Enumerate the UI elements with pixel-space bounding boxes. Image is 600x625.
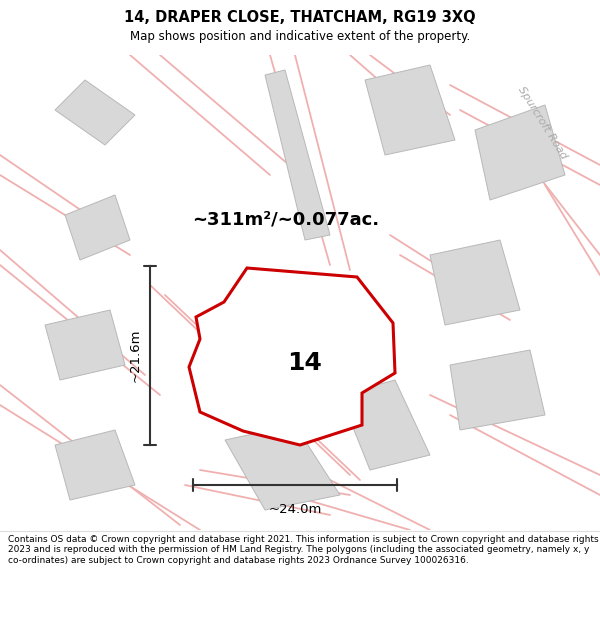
Text: Map shows position and indicative extent of the property.: Map shows position and indicative extent… [130, 30, 470, 43]
Polygon shape [475, 105, 565, 200]
Text: 14, DRAPER CLOSE, THATCHAM, RG19 3XQ: 14, DRAPER CLOSE, THATCHAM, RG19 3XQ [124, 10, 476, 25]
Text: Contains OS data © Crown copyright and database right 2021. This information is : Contains OS data © Crown copyright and d… [8, 535, 599, 565]
Polygon shape [430, 240, 520, 325]
Text: Spurcroft Road: Spurcroft Road [515, 85, 568, 161]
Polygon shape [65, 195, 130, 260]
Polygon shape [55, 430, 135, 500]
Polygon shape [225, 425, 340, 510]
Polygon shape [340, 380, 430, 470]
Polygon shape [189, 268, 395, 445]
Text: ~311m²/~0.077ac.: ~311m²/~0.077ac. [192, 211, 379, 229]
Text: ~24.0m: ~24.0m [268, 503, 322, 516]
Polygon shape [45, 310, 125, 380]
Text: ~21.6m: ~21.6m [128, 329, 142, 382]
Polygon shape [450, 350, 545, 430]
Polygon shape [265, 70, 330, 240]
Text: 14: 14 [287, 351, 322, 375]
Polygon shape [55, 80, 135, 145]
Polygon shape [365, 65, 455, 155]
